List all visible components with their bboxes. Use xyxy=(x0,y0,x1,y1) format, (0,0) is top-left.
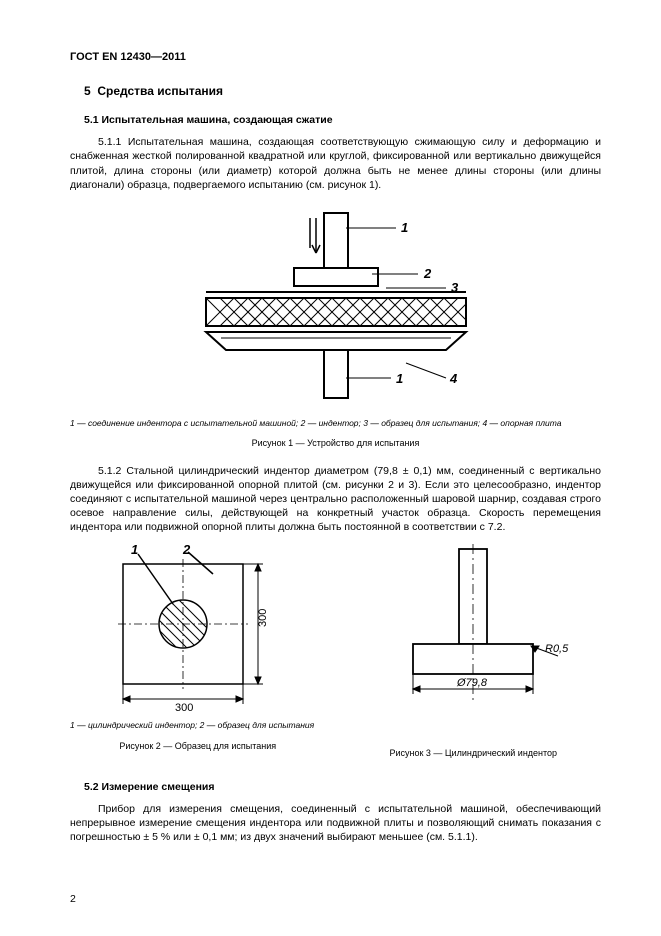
figure-2-col: 300 300 1 2 1 — цилиндрический индентор;… xyxy=(70,544,326,773)
fig3-diameter: Ø79,8 xyxy=(456,677,488,689)
document-header: ГОСТ EN 12430—2011 xyxy=(70,50,601,65)
fig1-label-2: 2 xyxy=(423,266,432,281)
figure-1-caption: Рисунок 1 — Устройство для испытания xyxy=(70,437,601,449)
figure-2: 300 300 1 2 xyxy=(83,544,313,714)
subsection-5-2-title: 5.2 Измерение смещения xyxy=(84,780,601,794)
section-5-title: 5 Средства испытания xyxy=(84,83,601,99)
fig2-label-2: 2 xyxy=(182,544,191,557)
fig3-radius: R0,5 xyxy=(545,643,569,655)
figure-1-legend: 1 — соединение индентора с испытательной… xyxy=(70,418,601,429)
fig2-dim-h: 300 xyxy=(257,609,269,627)
figure-1: 1 2 3 4 1 xyxy=(70,208,601,408)
figures-2-3-row: 300 300 1 2 1 — цилиндрический индентор;… xyxy=(70,544,601,773)
section-5-text: Средства испытания xyxy=(97,84,223,98)
figure-2-caption: Рисунок 2 — Образец для испытания xyxy=(70,740,326,752)
figure-2-legend: 1 — цилиндрический индентор; 2 — образец… xyxy=(70,720,314,730)
fig1-label-3: 3 xyxy=(451,280,459,295)
section-5-num: 5 xyxy=(84,84,91,98)
fig1-label-4: 4 xyxy=(449,371,458,386)
fig2-dim-w: 300 xyxy=(175,702,193,714)
fig1-label-1b: 1 xyxy=(396,371,403,386)
clause-5-1-2: 5.1.2 Стальной цилиндрический индентор д… xyxy=(70,464,601,535)
clause-5-1-1: 5.1.1 Испытательная машина, создающая со… xyxy=(70,135,601,192)
figure-3-caption: Рисунок 3 — Цилиндрический индентор xyxy=(346,747,602,759)
fig1-legend-text: 1 — соединение индентора с испытательной… xyxy=(70,418,562,428)
figure-3: R0,5 Ø79,8 xyxy=(363,544,583,729)
subsection-5-1-title: 5.1 Испытательная машина, создающая сжат… xyxy=(84,113,601,127)
clause-5-2: Прибор для измерения смещения, соединенн… xyxy=(70,802,601,845)
figure-3-col: R0,5 Ø79,8 Рисунок 3 — Цилиндрический ин… xyxy=(346,544,602,773)
page-number: 2 xyxy=(70,892,76,906)
fig2-label-1: 1 xyxy=(131,544,138,557)
fig1-label-1: 1 xyxy=(401,220,408,235)
